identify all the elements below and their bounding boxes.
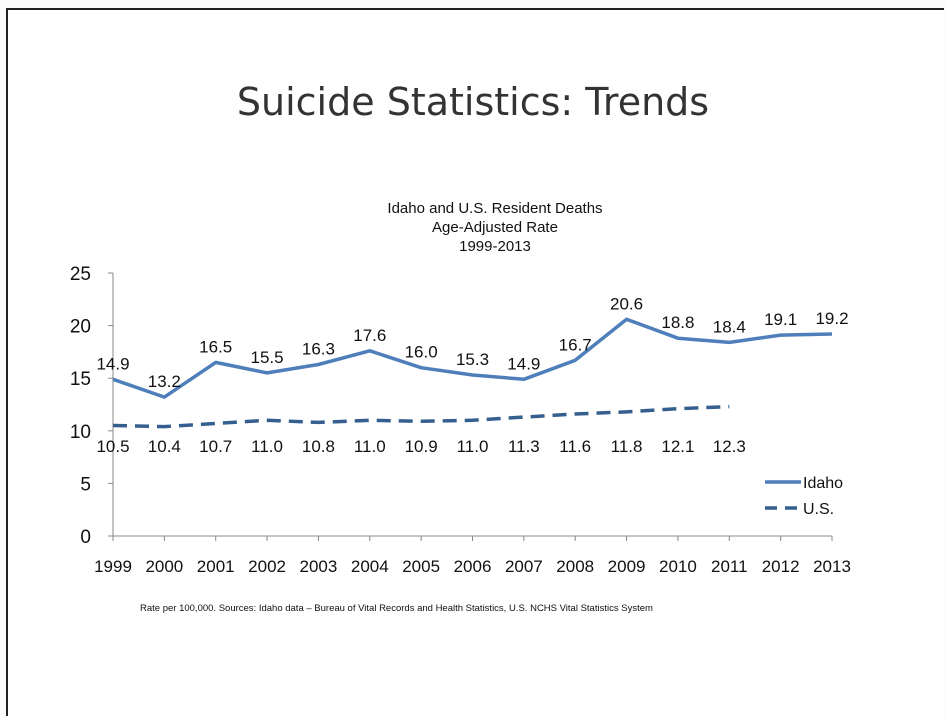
data-label: 14.9 xyxy=(96,354,129,373)
data-label: 12.1 xyxy=(661,437,694,456)
data-label: 16.7 xyxy=(559,335,592,354)
data-label: 13.2 xyxy=(148,372,181,391)
data-label: 11.0 xyxy=(354,437,386,456)
data-label: 16.5 xyxy=(199,337,232,356)
y-tick-label: 10 xyxy=(70,422,91,443)
data-label: 19.2 xyxy=(815,309,848,328)
data-label: 18.4 xyxy=(713,317,746,336)
data-label: 10.7 xyxy=(199,437,232,456)
data-label: 10.5 xyxy=(96,437,129,456)
y-tick-label: 15 xyxy=(70,369,91,390)
x-tick-label: 2003 xyxy=(300,557,338,576)
x-tick-label: 2002 xyxy=(248,557,286,576)
chart-title: Idaho and U.S. Resident Deaths Age-Adjus… xyxy=(290,199,700,256)
x-tick-label: 2005 xyxy=(402,557,440,576)
x-tick-label: 2013 xyxy=(813,557,851,576)
y-tick-label: 0 xyxy=(80,527,91,548)
y-tick-label: 5 xyxy=(80,474,91,495)
data-label: 11.0 xyxy=(251,437,283,456)
legend-label: Idaho xyxy=(803,475,843,492)
series-line-us xyxy=(112,404,730,429)
slide xyxy=(6,8,944,716)
chart-title-line-2: Age-Adjusted Rate xyxy=(432,219,558,236)
data-label: 10.8 xyxy=(302,437,335,456)
chart-title-line-3: 1999-2013 xyxy=(459,238,531,255)
x-tick-label: 2012 xyxy=(762,557,800,576)
data-label: 18.8 xyxy=(661,313,694,332)
data-label: 14.9 xyxy=(507,354,540,373)
x-tick-label: 2009 xyxy=(608,557,646,576)
data-label: 11.8 xyxy=(611,437,643,456)
x-tick-label: 2011 xyxy=(711,557,748,576)
data-label: 11.0 xyxy=(457,437,489,456)
data-label: 11.6 xyxy=(559,437,591,456)
data-label: 15.3 xyxy=(456,350,489,369)
slide-title: Suicide Statistics: Trends xyxy=(236,80,710,124)
data-label: 12.3 xyxy=(713,437,746,456)
x-tick-label: 2004 xyxy=(351,557,389,576)
x-tick-label: 2006 xyxy=(454,557,492,576)
x-tick-label: 2008 xyxy=(556,557,594,576)
x-tick-label: 2001 xyxy=(197,557,235,576)
data-label: 10.4 xyxy=(148,437,181,456)
source-note: Rate per 100,000. Sources: Idaho data – … xyxy=(140,603,653,614)
data-label: 17.6 xyxy=(353,326,386,345)
x-tick-label: 2000 xyxy=(145,557,183,576)
data-label: 15.5 xyxy=(251,348,284,367)
data-label: 16.0 xyxy=(405,343,438,362)
y-tick-label: 25 xyxy=(70,264,91,285)
data-label: 19.1 xyxy=(764,310,797,329)
data-label: 16.3 xyxy=(302,340,335,359)
y-tick-label: 20 xyxy=(70,317,91,338)
data-label: 11.3 xyxy=(508,437,540,456)
legend-label: U.S. xyxy=(803,501,834,518)
chart-title-line-1: Idaho and U.S. Resident Deaths xyxy=(387,200,603,217)
x-tick-label: 2007 xyxy=(505,557,543,576)
data-label: 10.9 xyxy=(405,437,438,456)
series-line-idaho xyxy=(112,317,833,399)
x-tick-label: 1999 xyxy=(94,557,132,576)
data-label: 20.6 xyxy=(610,294,643,313)
x-tick-label: 2010 xyxy=(659,557,697,576)
